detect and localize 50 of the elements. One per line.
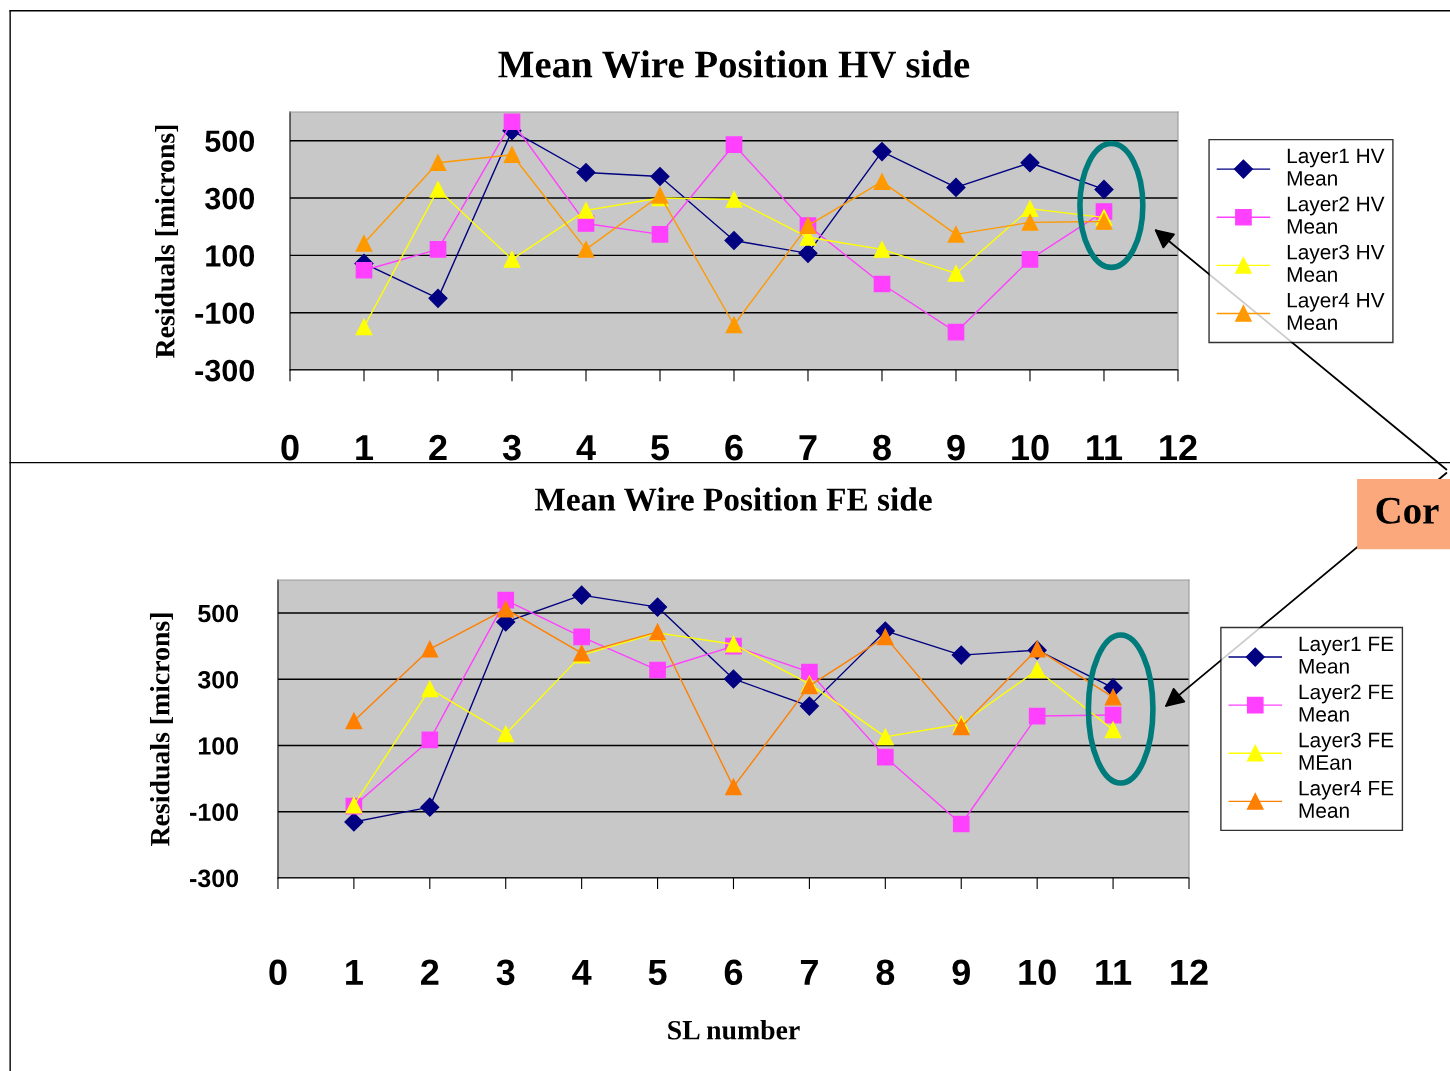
x-tick-label: 6 — [725, 434, 743, 461]
y-tick-label: 100 — [198, 737, 239, 755]
x-tick-label: 4 — [572, 959, 592, 985]
x-tick-label: 5 — [651, 435, 670, 461]
y-tick-label: 500 — [205, 130, 255, 153]
legend-label: Layer3 HV Mean — [1287, 244, 1385, 282]
x-tick-label: 0 — [281, 434, 299, 461]
x-tick-label: 11 — [1096, 959, 1132, 985]
x-tick-label: 8 — [873, 434, 891, 461]
x-tick-label: 3 — [496, 959, 515, 986]
text: Cor — [1376, 497, 1439, 524]
x-tick-label: 8 — [876, 959, 895, 986]
x-tick-label: 2 — [421, 959, 439, 985]
y-tick-label: -300 — [195, 359, 255, 382]
y-tick-label: 300 — [197, 670, 239, 689]
legend-label: Layer3 FE MEan — [1299, 732, 1394, 770]
y-tick-label: -300 — [190, 869, 239, 888]
legend-label: Layer4 FE Mean — [1299, 780, 1394, 818]
legend-label: Layer4 HV Mean — [1287, 293, 1385, 331]
y-tick-label: 500 — [198, 604, 239, 623]
x-tick-label: 7 — [800, 959, 818, 985]
x-tick-label: 12 — [1160, 434, 1197, 461]
x-tick-label: 11 — [1087, 435, 1123, 461]
x-axis-title: SL number — [668, 1020, 800, 1040]
y-tick-label: 100 — [206, 245, 255, 267]
y-axis-title: Residuals [microns] — [149, 613, 173, 846]
x-tick-label: 9 — [947, 434, 965, 461]
x-tick-label: 1 — [356, 435, 374, 461]
legend-label: Layer1 FE Mean — [1299, 636, 1394, 674]
x-tick-label: 4 — [576, 435, 596, 461]
x-tick-label: 9 — [952, 959, 970, 986]
x-tick-label: 3 — [502, 434, 521, 461]
x-tick-label: 5 — [648, 959, 667, 986]
x-tick-label: 7 — [799, 435, 817, 461]
legend-label: Layer2 FE Mean — [1299, 684, 1394, 722]
legend-label: Layer2 HV Mean — [1287, 196, 1385, 234]
x-tick-label: 2 — [429, 434, 447, 461]
legend-label: Layer1 HV Mean — [1287, 148, 1385, 186]
y-axis-title: Residuals [microns] — [155, 125, 179, 358]
x-tick-label: 0 — [269, 959, 287, 986]
y-tick-label: 300 — [205, 187, 255, 210]
chart-title: Mean Wire Position FE side — [534, 487, 932, 512]
x-tick-label: 10 — [1019, 959, 1056, 986]
x-tick-label: 12 — [1171, 959, 1208, 985]
x-tick-label: 10 — [1012, 434, 1049, 461]
y-tick-label: -100 — [190, 803, 239, 822]
chart-title: Mean Wire Position HV side — [498, 50, 970, 78]
y-tick-label: -100 — [195, 302, 255, 325]
x-tick-label: 1 — [346, 959, 363, 985]
x-tick-label: 6 — [724, 959, 743, 986]
